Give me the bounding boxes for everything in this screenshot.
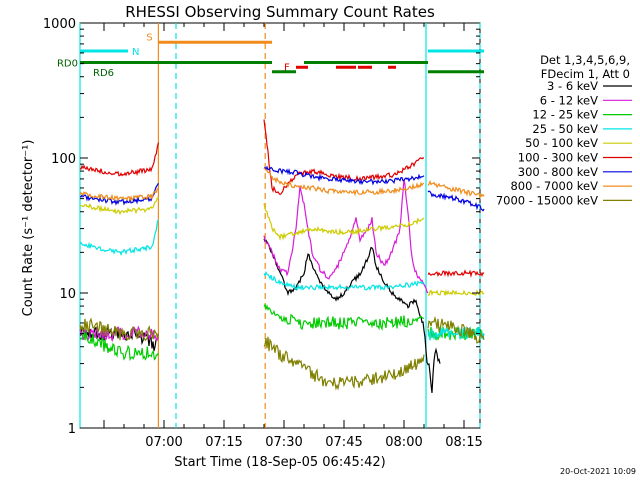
series-25-50-kev-segment-0 — [79, 219, 159, 257]
legend-label-50-100-kev: 50 - 100 keV — [525, 136, 598, 150]
series-7000-15000-kev-segment-0 — [79, 317, 159, 342]
legend-header-line: FDecim 1, Att 0 — [541, 67, 630, 81]
flag-label-rd0: RD0 — [57, 58, 78, 69]
series-800-7000-kev-segment-2 — [427, 179, 485, 200]
x-axis-ticks: 07:00 07:15 07:30 07:45 08:00 08:15 — [103, 23, 483, 450]
legend-label-6-12-kev: 6 - 12 keV — [540, 93, 598, 107]
series-50-100-kev-segment-1 — [263, 203, 425, 241]
y-tick-label: 1 — [68, 422, 76, 437]
series-6-12-kev — [79, 179, 429, 343]
x-tick-label: 08:00 — [385, 435, 422, 450]
flag-label-f: F — [284, 62, 290, 73]
y-tick-label: 1000 — [43, 17, 76, 32]
series-800-7000-kev-segment-1 — [263, 167, 425, 197]
x-tick-label: 07:15 — [205, 435, 242, 450]
series-50-100-kev-segment-2 — [427, 289, 485, 296]
plot-frame — [79, 22, 481, 429]
series-100-300-kev-segment-1 — [263, 119, 424, 196]
series-800-7000-kev-segment-0 — [79, 187, 159, 203]
series-lines — [79, 119, 485, 393]
series-50-100-kev — [79, 197, 485, 296]
series-300-800-kev-segment-0 — [79, 182, 159, 206]
legend-label-800-7000-kev: 800 - 7000 keV — [510, 179, 598, 193]
legend: Det 1,3,4,5,6,9,FDecim 1, Att 03 - 6 keV… — [496, 53, 632, 207]
series-6-12-kev-segment-1 — [263, 179, 429, 294]
flag-label-s: S — [146, 32, 152, 43]
series-100-300-kev — [79, 119, 485, 278]
legend-label-25-50-kev: 25 - 50 keV — [532, 122, 598, 136]
series-25-50-kev-segment-1 — [263, 271, 425, 292]
series-800-7000-kev — [79, 167, 485, 203]
x-tick-label: 07:00 — [145, 435, 182, 450]
x-axis-label: Start Time (18-Sep-05 06:45:42) — [174, 455, 385, 470]
legend-label-7000-15000-kev: 7000 - 15000 keV — [496, 193, 598, 207]
series-300-800-kev-segment-1 — [263, 165, 425, 186]
legend-label-12-25-kev: 12 - 25 keV — [532, 108, 598, 122]
footer-timestamp: 20-Oct-2021 10:09 — [560, 467, 636, 476]
series-300-800-kev-segment-2 — [427, 190, 485, 212]
series-100-300-kev-segment-2 — [427, 269, 485, 278]
series-7000-15000-kev-segment-2 — [427, 315, 485, 344]
series-12-25-kev-segment-1 — [263, 303, 425, 331]
legend-label-100-300-kev: 100 - 300 keV — [518, 151, 598, 165]
series-300-800-kev — [79, 165, 485, 212]
state-flags: SN F RD0 RD6 — [57, 32, 484, 79]
legend-header-line: Det 1,3,4,5,6,9, — [540, 53, 630, 67]
flag-label-rd6: RD6 — [93, 68, 114, 79]
legend-label-3-6-kev: 3 - 6 keV — [547, 79, 598, 93]
x-tick-label: 07:45 — [325, 435, 362, 450]
series-3-6-kev-segment-1 — [263, 238, 441, 393]
series-7000-15000-kev — [79, 315, 485, 391]
series-12-25-kev-segment-0 — [79, 331, 159, 362]
chart-title: RHESSI Observing Summary Count Rates — [125, 3, 435, 21]
y-axis-label: Count Rate (s⁻¹ detector⁻¹) — [21, 140, 36, 317]
series-100-300-kev-segment-0 — [79, 142, 159, 177]
x-tick-label: 07:30 — [265, 435, 302, 450]
vertical-markers — [79, 23, 481, 428]
series-7000-15000-kev-segment-1 — [263, 336, 425, 391]
y-axis-ticks: 1 10 100 1000 — [43, 17, 480, 437]
y-tick-label: 100 — [51, 152, 76, 167]
x-tick-label: 08:15 — [445, 435, 482, 450]
series-50-100-kev-segment-0 — [79, 197, 159, 216]
flag-label-n: N — [132, 47, 139, 58]
y-tick-label: 10 — [59, 287, 76, 302]
legend-label-300-800-kev: 300 - 800 keV — [518, 165, 598, 179]
